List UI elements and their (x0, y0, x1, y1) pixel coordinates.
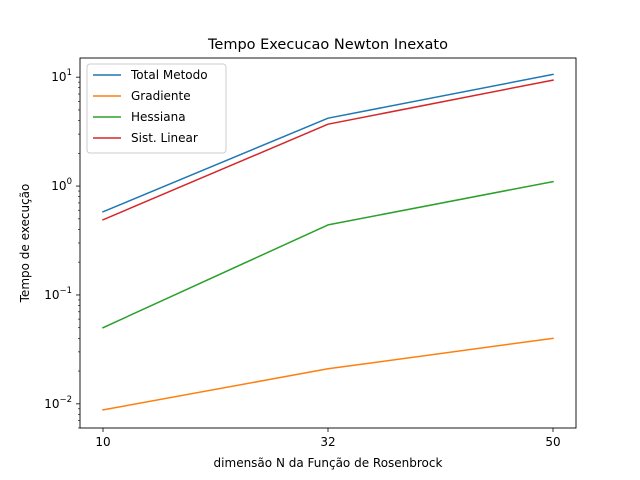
legend-label-1: Gradiente (131, 89, 191, 103)
series-line-0 (102, 73, 554, 213)
y-tick-label: 101 (51, 68, 72, 84)
x-axis-ticks: 10 32 50 (95, 428, 561, 449)
chart-title: Tempo Execucao Newton Inexato (207, 37, 448, 53)
x-tick-label: 32 (320, 435, 335, 449)
y-tick-label: 100 (51, 177, 72, 193)
x-tick-label: 50 (545, 435, 560, 449)
legend-frame (86, 63, 227, 154)
y-axis-label: Tempo de execução (18, 184, 32, 304)
series-lines (102, 73, 554, 411)
legend-label-0: Total Metodo (130, 68, 208, 82)
x-tick-label: 10 (95, 435, 110, 449)
y-tick-label: 10−2 (44, 395, 72, 411)
legend: Total Metodo Gradiente Hessiana Sist. Linea… (86, 63, 227, 154)
series-line-1 (102, 337, 554, 411)
x-axis-label: dimensão N da Função de Rosenbrock (214, 456, 443, 470)
legend-label-2: Hessiana (131, 110, 186, 124)
series-line-3 (102, 79, 554, 221)
y-axis-ticks: 10−2 10−1 100 101 (44, 68, 80, 429)
y-tick-label: 10−1 (44, 286, 72, 302)
legend-label-3: Sist. Linear (131, 131, 198, 145)
series-line-2 (102, 180, 554, 329)
